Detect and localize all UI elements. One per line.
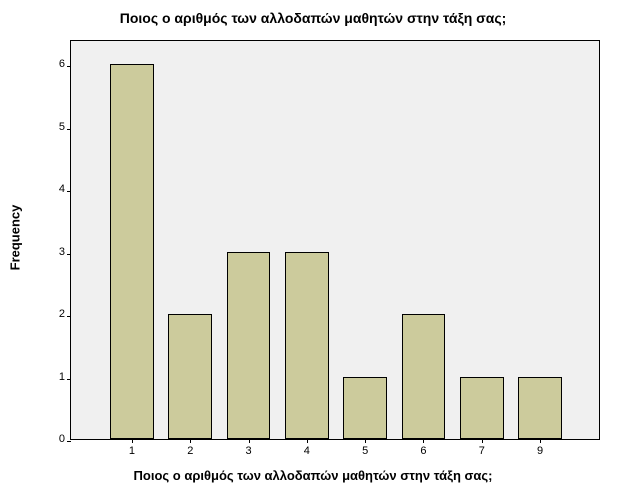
y-tick-label: 3 xyxy=(59,246,71,258)
x-tick-mark xyxy=(307,439,308,443)
x-ticks-layer: 12345679 xyxy=(71,41,599,439)
chart-title: Ποιος ο αριθμός των αλλοδαπών μαθητών στ… xyxy=(0,10,626,26)
x-tick-mark xyxy=(132,439,133,443)
y-axis-label: Frequency xyxy=(8,178,23,298)
x-tick-mark xyxy=(365,439,366,443)
x-tick-mark xyxy=(482,439,483,443)
y-tick-label: 2 xyxy=(59,308,71,320)
plot-area: 0123456 12345679 xyxy=(70,40,600,440)
x-tick-mark xyxy=(249,439,250,443)
y-tick-label: 0 xyxy=(59,433,71,445)
x-tick-mark xyxy=(540,439,541,443)
x-tick-mark xyxy=(423,439,424,443)
y-tick-label: 5 xyxy=(59,121,71,133)
y-tick-mark xyxy=(67,441,71,442)
y-tick-label: 4 xyxy=(59,183,71,195)
chart-container: Ποιος ο αριθμός των αλλοδαπών μαθητών στ… xyxy=(0,0,626,501)
x-axis-label: Ποιος ο αριθμός των αλλοδαπών μαθητών στ… xyxy=(0,468,626,483)
x-tick-mark xyxy=(190,439,191,443)
y-tick-label: 6 xyxy=(59,58,71,70)
y-tick-label: 1 xyxy=(59,371,71,383)
